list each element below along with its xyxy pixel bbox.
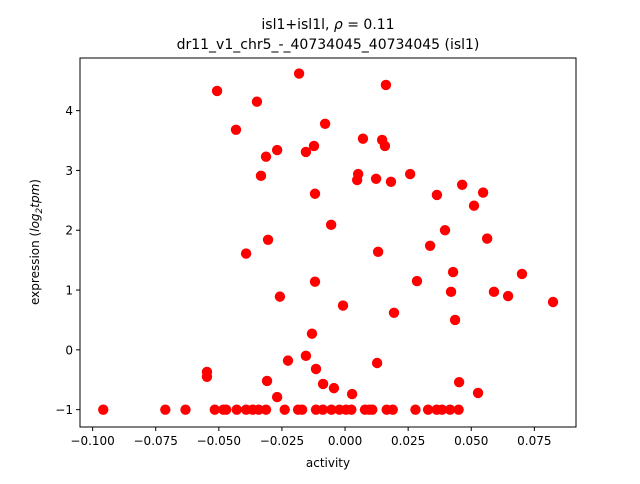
chart-title-line2: dr11_v1_chr5_-_40734045_40734045 (isl1) bbox=[177, 37, 480, 53]
data-point bbox=[230, 124, 242, 135]
data-point bbox=[317, 378, 329, 390]
data-point bbox=[260, 151, 272, 162]
x-tick-label: −0.100 bbox=[70, 434, 114, 448]
data-point bbox=[468, 200, 480, 211]
data-point bbox=[300, 350, 312, 362]
x-tick-label: 0.075 bbox=[517, 434, 551, 448]
data-point bbox=[424, 240, 436, 251]
x-tick-label: −0.025 bbox=[260, 434, 304, 448]
data-point bbox=[472, 387, 484, 399]
data-point bbox=[325, 219, 337, 231]
data-point bbox=[326, 404, 337, 415]
data-point bbox=[380, 79, 392, 91]
data-point bbox=[293, 68, 305, 79]
data-point bbox=[516, 268, 528, 280]
y-tick-label: 0 bbox=[65, 343, 73, 357]
x-tick-label: −0.075 bbox=[134, 434, 178, 448]
data-point bbox=[453, 376, 465, 388]
data-point bbox=[367, 404, 378, 415]
y-tick-label: 2 bbox=[65, 224, 73, 238]
y-tick-label: 4 bbox=[65, 104, 73, 118]
data-point bbox=[385, 176, 397, 187]
data-point bbox=[309, 276, 321, 287]
x-axis: −0.100 −0.075 −0.050 −0.025 0.000 0.025 0.050 0… bbox=[70, 427, 552, 448]
data-point bbox=[317, 404, 329, 415]
data-point bbox=[300, 146, 312, 158]
data-point bbox=[240, 248, 252, 259]
x-tick-label: 0.000 bbox=[328, 434, 362, 448]
data-point bbox=[253, 404, 264, 415]
data-point bbox=[502, 290, 514, 302]
data-point bbox=[447, 266, 459, 278]
data-point bbox=[209, 404, 220, 415]
data-point bbox=[319, 118, 331, 129]
points-layer bbox=[98, 68, 559, 415]
data-point bbox=[357, 133, 369, 144]
data-point bbox=[411, 275, 423, 287]
y-tick-label: 3 bbox=[65, 164, 73, 178]
data-point bbox=[201, 371, 213, 382]
data-point bbox=[371, 357, 383, 369]
data-point bbox=[387, 404, 398, 415]
data-point bbox=[449, 314, 461, 326]
data-point bbox=[410, 404, 421, 415]
data-point bbox=[211, 85, 223, 97]
data-point bbox=[260, 404, 272, 415]
data-point bbox=[372, 246, 384, 257]
data-point bbox=[180, 404, 191, 415]
data-point bbox=[351, 174, 363, 186]
x-tick-label: −0.050 bbox=[197, 434, 241, 448]
data-point bbox=[251, 96, 263, 107]
x-tick-label: 0.025 bbox=[391, 434, 425, 448]
data-point bbox=[308, 140, 320, 152]
data-point bbox=[306, 328, 318, 339]
x-tick-label: 0.050 bbox=[454, 434, 488, 448]
data-point bbox=[456, 179, 468, 190]
data-point bbox=[436, 404, 448, 415]
data-point bbox=[231, 404, 242, 415]
data-point bbox=[431, 189, 443, 201]
data-point bbox=[453, 404, 464, 415]
data-point bbox=[279, 404, 290, 415]
data-point bbox=[310, 363, 322, 375]
data-point bbox=[274, 291, 286, 302]
data-point bbox=[296, 404, 308, 415]
data-point bbox=[445, 286, 457, 298]
data-point bbox=[388, 307, 400, 318]
data-point bbox=[379, 140, 391, 152]
data-point bbox=[477, 187, 489, 198]
data-point bbox=[98, 404, 109, 415]
data-point bbox=[328, 382, 340, 394]
axes-frame bbox=[79, 57, 577, 428]
data-point bbox=[282, 355, 294, 366]
data-point bbox=[160, 404, 171, 415]
data-point bbox=[547, 296, 559, 308]
data-point bbox=[261, 375, 273, 387]
y-axis-label: expression (log2tpm) bbox=[28, 179, 45, 305]
y-axis: −1 0 1 2 3 4 bbox=[55, 104, 80, 417]
data-point bbox=[422, 404, 434, 415]
data-point bbox=[346, 388, 358, 400]
data-point bbox=[346, 404, 357, 415]
data-point bbox=[404, 168, 416, 180]
data-point bbox=[370, 173, 382, 185]
data-point bbox=[439, 225, 451, 236]
data-point bbox=[271, 391, 283, 403]
data-point bbox=[444, 404, 456, 415]
data-point bbox=[220, 404, 232, 415]
data-point bbox=[481, 233, 493, 244]
data-point bbox=[337, 300, 349, 311]
x-axis-label: activity bbox=[306, 456, 350, 470]
y-tick-label: 1 bbox=[65, 284, 73, 298]
data-point bbox=[488, 286, 500, 298]
data-point bbox=[271, 144, 283, 156]
data-point bbox=[262, 234, 274, 246]
data-point bbox=[255, 170, 267, 182]
y-tick-label: −1 bbox=[55, 403, 73, 417]
chart-title-line1: isl1+isl1l, ρ = 0.11 bbox=[261, 17, 394, 33]
data-point bbox=[309, 188, 321, 199]
